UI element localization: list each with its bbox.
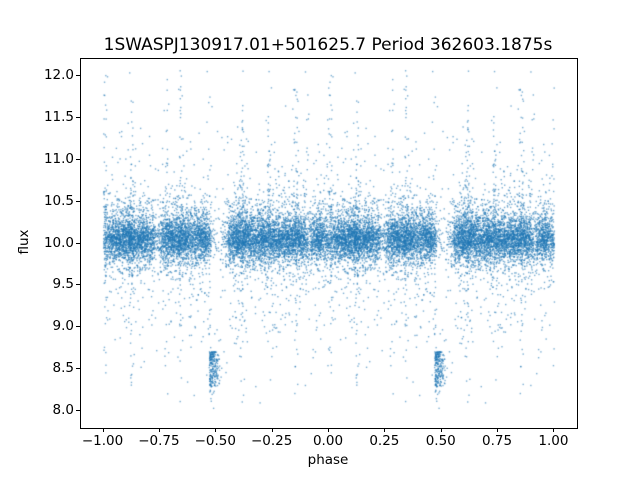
x-tick-mark: [215, 428, 217, 432]
x-tick-label: −0.50: [194, 433, 236, 449]
y-tick-mark: [76, 200, 80, 202]
x-tick-label: 0.75: [482, 433, 513, 449]
x-tick-mark: [440, 428, 442, 432]
chart-title: 1SWASPJ130917.01+501625.7 Period 362603.…: [103, 35, 553, 55]
y-tick-label: 11.0: [43, 150, 74, 167]
x-tick-label: 0.50: [425, 433, 456, 449]
x-tick-label: −1.00: [81, 433, 124, 449]
x-axis-label: phase: [307, 452, 349, 468]
y-tick-label: 10.5: [43, 192, 74, 209]
y-tick-mark: [76, 368, 80, 370]
y-tick-mark: [76, 116, 80, 118]
x-tick-mark: [497, 428, 499, 432]
plot-area: [80, 58, 578, 429]
y-tick-mark: [76, 158, 80, 160]
y-tick-label: 8.5: [52, 360, 74, 377]
y-tick-mark: [76, 410, 80, 412]
y-tick-mark: [76, 326, 80, 328]
x-tick-label: −0.75: [138, 433, 180, 449]
y-axis-label: flux: [16, 229, 32, 255]
x-tick-label: 0.25: [369, 433, 400, 449]
y-tick-mark: [76, 242, 80, 244]
y-tick-mark: [76, 284, 80, 286]
x-tick-label: −0.25: [250, 433, 293, 449]
y-tick-label: 9.5: [52, 276, 74, 293]
y-tick-mark: [76, 74, 80, 76]
y-tick-label: 11.5: [43, 108, 74, 125]
x-tick-mark: [158, 428, 160, 432]
y-tick-label: 8.0: [52, 402, 74, 419]
x-tick-label: 1.00: [538, 433, 569, 449]
y-tick-label: 10.0: [43, 234, 74, 251]
y-tick-label: 9.0: [52, 318, 74, 335]
x-tick-label: 0.00: [312, 433, 344, 449]
x-tick-mark: [102, 428, 104, 432]
x-tick-mark: [328, 428, 329, 432]
scatter-canvas: [81, 59, 577, 428]
x-tick-mark: [271, 428, 273, 432]
y-tick-label: 12.0: [43, 66, 74, 83]
x-tick-mark: [384, 428, 386, 432]
x-tick-mark: [553, 428, 555, 432]
